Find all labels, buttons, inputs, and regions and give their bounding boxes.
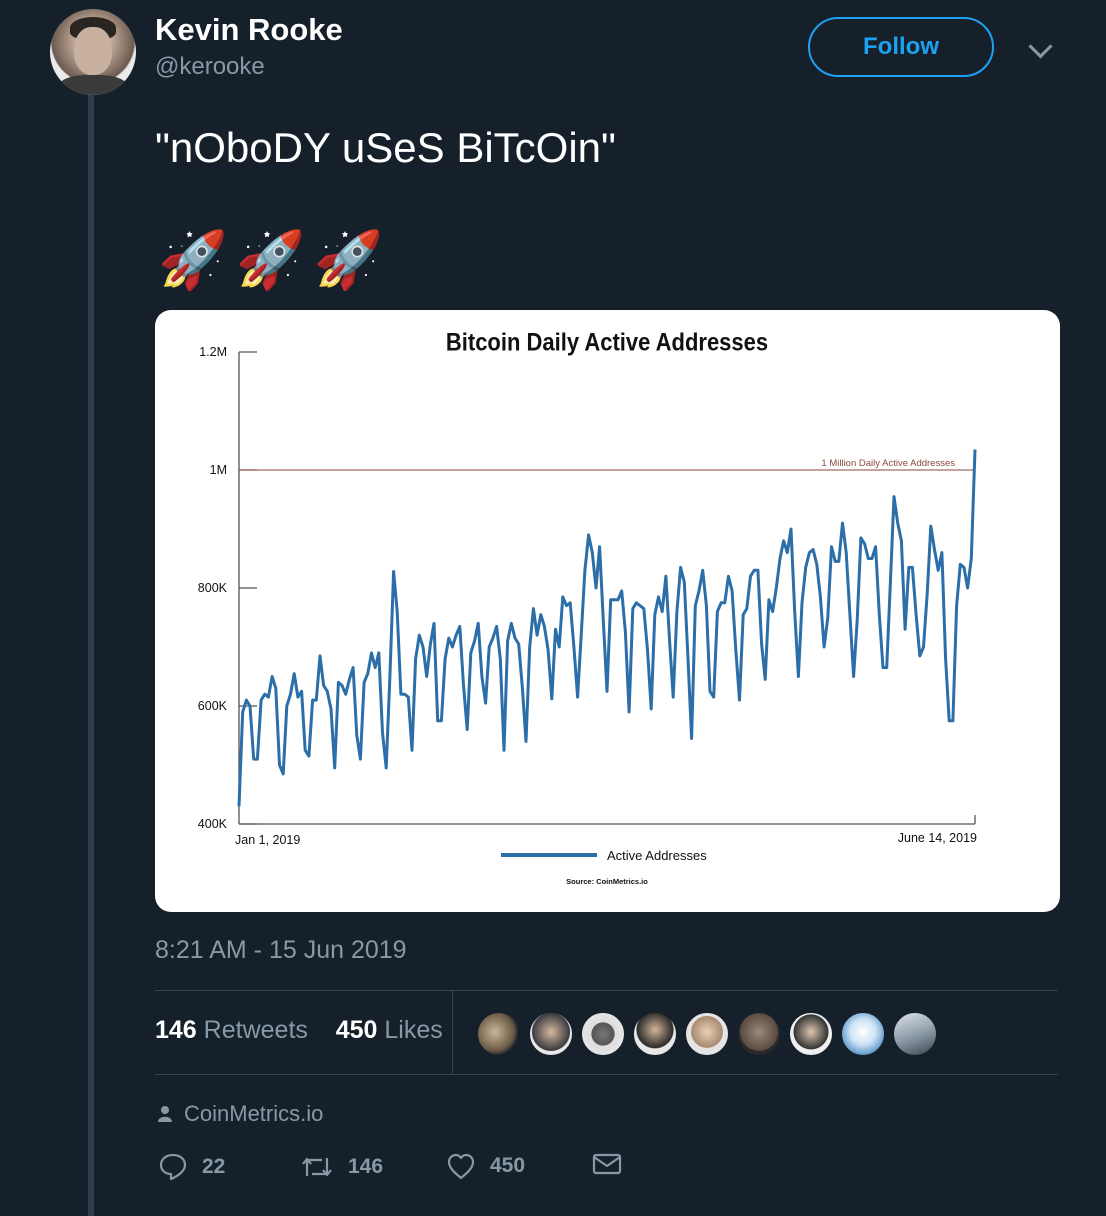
author-handle[interactable]: @kerooke — [155, 53, 265, 80]
source-label: CoinMetrics.io — [184, 1101, 324, 1126]
likers-avatars — [476, 1011, 938, 1057]
liker-avatar[interactable] — [476, 1011, 522, 1057]
legend-label: Active Addresses — [607, 848, 707, 863]
liker-avatar[interactable] — [580, 1011, 626, 1057]
y-tick-label: 800K — [198, 581, 228, 595]
tweet-actions: 22 146 450 — [158, 1152, 628, 1192]
y-tick-label: 400K — [198, 817, 228, 831]
reply-count: 22 — [202, 1155, 226, 1178]
reply-action[interactable]: 22 — [158, 1152, 225, 1182]
y-tick-label: 600K — [198, 699, 228, 713]
person-icon — [158, 1106, 172, 1122]
tweet-text: "nOboDY uSeS BiTcOin" — [155, 124, 616, 171]
heart-icon — [447, 1153, 475, 1180]
retweet-icon — [302, 1157, 332, 1177]
thread-line — [88, 94, 94, 1216]
engagement-stats: 146 Retweets 450 Likes — [155, 1016, 443, 1045]
reference-line-label: 1 Million Daily Active Addresses — [821, 458, 955, 469]
envelope-icon — [592, 1153, 622, 1175]
chart-svg: Bitcoin Daily Active Addresses 1.2M 1M 800… — [198, 328, 977, 886]
rocket-emoji: 🚀🚀🚀 — [158, 228, 392, 291]
likes-label: Likes — [384, 1016, 443, 1044]
liker-avatar[interactable] — [736, 1011, 782, 1057]
x-start-label: Jan 1, 2019 — [235, 833, 300, 847]
liker-avatar[interactable] — [788, 1011, 834, 1057]
liker-avatar[interactable] — [840, 1011, 886, 1057]
author-avatar[interactable] — [50, 9, 136, 95]
x-end-label: June 14, 2019 — [898, 831, 977, 845]
like-action[interactable]: 450 — [446, 1152, 525, 1180]
like-count: 450 — [490, 1154, 526, 1177]
source-link[interactable]: CoinMetrics.io — [158, 1101, 323, 1127]
liker-avatar[interactable] — [632, 1011, 678, 1057]
retweet-action[interactable]: 146 — [300, 1152, 383, 1182]
chevron-down-icon[interactable] — [1028, 34, 1053, 59]
chart-image-card[interactable]: Bitcoin Daily Active Addresses 1.2M 1M 800… — [155, 310, 1060, 912]
series-line-active-addresses — [237, 449, 977, 807]
divider-top — [155, 990, 1058, 991]
divider-bottom — [155, 1074, 1058, 1075]
follow-button[interactable]: Follow — [808, 17, 994, 77]
avatar-shirt — [58, 75, 128, 95]
likes-stat[interactable]: 450 Likes — [336, 1016, 443, 1044]
stats-divider — [452, 991, 453, 1075]
y-tick-label: 1M — [210, 463, 227, 477]
liker-avatar[interactable] — [684, 1011, 730, 1057]
chart-source: Source: CoinMetrics.io — [566, 877, 648, 886]
y-tick-label: 1.2M — [199, 345, 227, 359]
liker-avatar[interactable] — [892, 1011, 938, 1057]
chart-title: Bitcoin Daily Active Addresses — [446, 328, 768, 355]
direct-message-action[interactable] — [592, 1152, 622, 1176]
retweets-label: Retweets — [203, 1016, 308, 1044]
tweet-timestamp[interactable]: 8:21 AM - 15 Jun 2019 — [155, 936, 407, 964]
reply-icon — [159, 1153, 187, 1181]
avatar-face — [74, 27, 112, 75]
retweets-count: 146 — [155, 1016, 197, 1044]
liker-avatar[interactable] — [528, 1011, 574, 1057]
author-name[interactable]: Kevin Rooke — [155, 12, 343, 47]
retweets-stat[interactable]: 146 Retweets — [155, 1016, 308, 1044]
retweet-count: 146 — [348, 1155, 384, 1178]
likes-count: 450 — [335, 1016, 378, 1044]
